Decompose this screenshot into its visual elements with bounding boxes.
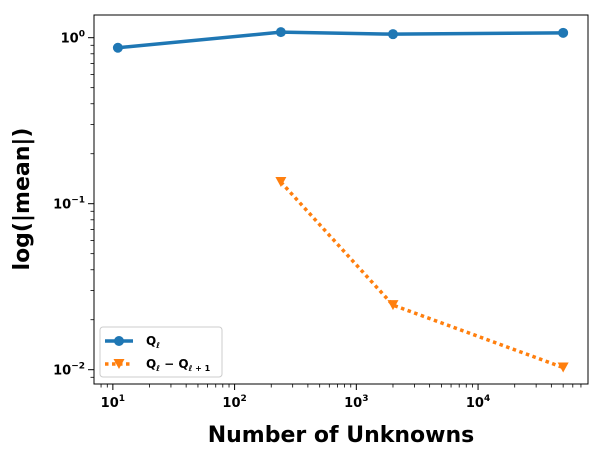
legend-label-2-mid: − Q bbox=[160, 357, 189, 371]
series-2-point bbox=[557, 362, 569, 373]
series-2-line bbox=[279, 180, 564, 370]
legend-label-2: Qℓ − Qℓ + 1 bbox=[146, 357, 211, 373]
y-tick-exponent: −2 bbox=[71, 362, 85, 372]
legend-label-2-main: Q bbox=[146, 357, 156, 371]
y-tick-exponent: 0 bbox=[79, 30, 85, 40]
series-1-line bbox=[117, 30, 564, 50]
y-tick-label: 10−1 bbox=[53, 196, 85, 213]
y-tick-label: 100 bbox=[61, 30, 85, 47]
x-tick-exponent: 4 bbox=[484, 394, 490, 404]
legend-marker-1 bbox=[114, 336, 124, 346]
legend-label-2-sub2: ℓ + 1 bbox=[188, 364, 211, 373]
x-tick-label: 103 bbox=[344, 394, 368, 411]
x-tick-label: 104 bbox=[466, 394, 490, 411]
series-layer bbox=[112, 27, 569, 373]
series-1-point bbox=[387, 29, 398, 40]
series-2-point bbox=[387, 300, 399, 311]
legend-label-2-sub: ℓ bbox=[155, 364, 160, 373]
x-tick-base: 10 bbox=[344, 396, 362, 411]
y-tick-exponent: −1 bbox=[71, 196, 85, 206]
y-tick-label: 10−2 bbox=[53, 362, 85, 379]
x-tick-exponent: 1 bbox=[119, 394, 125, 404]
x-tick-base: 10 bbox=[222, 396, 240, 411]
x-axis-ticks: 101 102 103 104 bbox=[101, 384, 490, 411]
y-minor-ticks bbox=[90, 44, 94, 378]
x-tick-label: 102 bbox=[222, 394, 246, 411]
y-tick-base: 10 bbox=[53, 364, 71, 379]
plot-frame bbox=[93, 14, 589, 385]
legend-marker-2 bbox=[113, 359, 125, 369]
series-1-point bbox=[275, 27, 286, 38]
legend-label-1-sub: ℓ bbox=[155, 341, 160, 350]
x-tick-exponent: 2 bbox=[241, 394, 247, 404]
series-2-point bbox=[275, 177, 287, 188]
legend-label-1-main: Q bbox=[146, 334, 156, 348]
legend-label-1: Qℓ bbox=[146, 334, 160, 350]
y-axis-label: log(|mean|) bbox=[10, 128, 35, 271]
legend: Qℓ Qℓ − Qℓ + 1 bbox=[99, 326, 223, 378]
x-tick-exponent: 3 bbox=[362, 394, 368, 404]
series-1-point bbox=[558, 27, 569, 38]
x-axis-label: Number of Unknowns bbox=[208, 423, 475, 448]
x-minor-ticks bbox=[100, 384, 582, 388]
series-1-point bbox=[112, 42, 123, 53]
x-tick-base: 10 bbox=[101, 396, 119, 411]
x-tick-label: 101 bbox=[101, 394, 125, 411]
y-tick-base: 10 bbox=[53, 198, 71, 213]
x-tick-base: 10 bbox=[466, 396, 484, 411]
y-tick-base: 10 bbox=[61, 32, 79, 47]
